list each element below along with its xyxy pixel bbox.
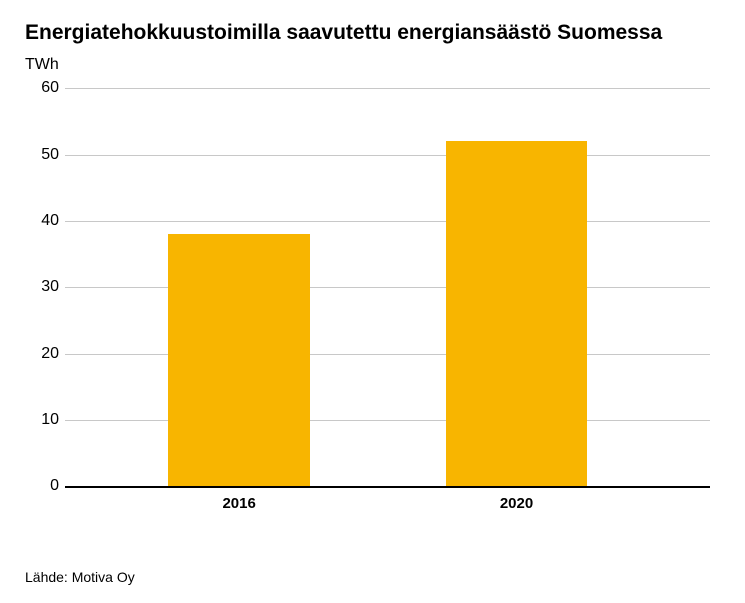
- y-axis-tick-label: 20: [25, 345, 59, 363]
- gridline: [65, 420, 710, 421]
- gridline: [65, 287, 710, 288]
- x-axis-tick-label: 2020: [500, 495, 533, 512]
- gridline: [65, 221, 710, 222]
- y-axis-tick-label: 40: [25, 212, 59, 230]
- chart-unit-label: TWh: [25, 56, 720, 74]
- chart-bar: [168, 234, 310, 486]
- y-axis-tick-label: 50: [25, 146, 59, 164]
- y-axis-tick-label: 60: [25, 79, 59, 97]
- y-axis-tick-label: 30: [25, 278, 59, 296]
- gridline: [65, 88, 710, 89]
- x-axis-tick-label: 2016: [222, 495, 255, 512]
- chart-container: 0 10 20 30 40 50 60 2016 2020: [25, 78, 720, 518]
- gridline: [65, 155, 710, 156]
- y-axis-tick-label: 10: [25, 411, 59, 429]
- y-axis-tick-label: 0: [25, 477, 59, 495]
- chart-source: Lähde: Motiva Oy: [25, 569, 135, 585]
- chart-bar: [446, 141, 588, 486]
- chart-title: Energiatehokkuustoimilla saavutettu ener…: [25, 20, 720, 46]
- chart-plot-area: 010203040506020162020: [65, 88, 710, 488]
- gridline: [65, 354, 710, 355]
